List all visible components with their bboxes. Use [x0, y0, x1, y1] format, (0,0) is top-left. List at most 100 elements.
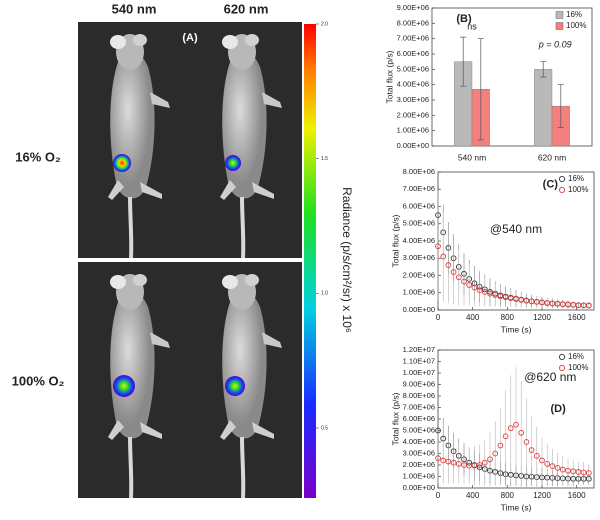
panel-label: (D): [550, 403, 566, 415]
y-tick-label: 1.00E+06: [397, 126, 429, 135]
y-tick-label: 9.00E+06: [403, 379, 435, 388]
legend-marker: [558, 353, 566, 361]
y-tick-label: 6.00E+06: [403, 414, 435, 423]
y-tick-label: 2.00E+06: [403, 460, 435, 469]
data-point: [461, 278, 467, 285]
legend-label: 100%: [568, 185, 588, 194]
data-point: [492, 292, 499, 298]
data-point: [544, 461, 551, 467]
colorbar-tick-label: 2.0: [321, 21, 328, 27]
legend-marker: [558, 175, 566, 183]
y-tick-label: 9.00E+06: [397, 3, 429, 12]
data-point: [445, 458, 452, 465]
data-point: [513, 296, 519, 302]
panel-label: (C): [543, 178, 559, 190]
y-tick-label: 1.00E+06: [403, 471, 435, 480]
y-tick-label: 0.00E+00: [397, 141, 429, 150]
signal-spot: [225, 376, 245, 396]
x-tick-label: 540 nm: [458, 152, 486, 162]
data-point: [450, 269, 457, 275]
y-tick-label: 8.00E+06: [397, 18, 429, 27]
y-tick-label: 1.00E+06: [403, 288, 435, 297]
column-header: 620 nm: [224, 1, 269, 16]
data-point: [455, 461, 462, 467]
y-tick-label: 5.00E+06: [403, 425, 435, 434]
y-tick-label: 0.00E+00: [403, 305, 435, 314]
y-tick-label: 1.10E+07: [403, 356, 435, 365]
legend-label: 100%: [566, 21, 586, 30]
data-point: [466, 282, 473, 288]
legend-label: 16%: [568, 352, 584, 361]
data-point: [440, 457, 447, 464]
x-tick-label: 1600: [568, 491, 586, 500]
x-axis-title: Time (s): [501, 502, 532, 512]
mouse-image: [190, 22, 302, 258]
x-tick-label: 0: [436, 313, 441, 322]
y-axis-title: Total flux (p/s): [384, 50, 394, 103]
bar: [534, 69, 553, 147]
data-point: [523, 297, 530, 304]
y-tick-label: 6.00E+06: [403, 201, 435, 210]
annotation: ns: [467, 22, 477, 32]
data-point: [502, 294, 509, 301]
mouse-image: [78, 22, 190, 258]
legend-label: 100%: [568, 363, 588, 372]
data-point: [565, 467, 571, 474]
x-tick-label: 800: [501, 491, 515, 500]
data-point: [518, 429, 525, 436]
colorbar-tick-label: 1.5: [321, 156, 328, 162]
panel-label: (A): [182, 32, 198, 44]
data-point: [518, 297, 525, 303]
y-tick-label: 1.20E+07: [403, 345, 435, 354]
mouse-image: [78, 262, 190, 498]
data-point: [549, 463, 556, 470]
y-tick-label: 3.00E+06: [403, 448, 435, 457]
data-point: [471, 462, 478, 469]
y-tick-label: 0.00E+00: [403, 483, 435, 492]
legend-swatch: [555, 22, 564, 30]
x-tick-label: 400: [466, 313, 480, 322]
annotation: @540 nm: [490, 222, 542, 236]
data-point: [585, 470, 592, 476]
data-point: [533, 452, 540, 459]
row-header: 100% O₂: [12, 373, 65, 388]
y-axis-title: Total flux (p/s): [390, 392, 400, 445]
plot-frame: [431, 7, 593, 147]
data-point: [523, 439, 530, 445]
error-bar: [477, 38, 484, 141]
data-point: [471, 284, 478, 291]
data-point: [450, 459, 457, 466]
data-point: [455, 274, 462, 281]
x-axis-title: Time (s): [501, 324, 532, 334]
x-tick-label: 1600: [568, 313, 586, 322]
data-point: [487, 456, 493, 463]
data-point: [435, 455, 441, 461]
annotation: p = 0.09: [538, 40, 572, 50]
data-point: [585, 302, 592, 309]
data-point: [492, 450, 499, 457]
data-point: [440, 253, 447, 260]
data-point: [461, 462, 467, 468]
legend-marker: [558, 364, 566, 372]
y-tick-label: 4.00E+06: [397, 80, 429, 89]
colorbar-tick-label: 0.5: [321, 425, 328, 431]
y-tick-label: 4.00E+06: [403, 236, 435, 245]
column-header: 540 nm: [112, 1, 157, 16]
y-tick-label: 7.00E+06: [403, 402, 435, 411]
legend-swatch: [555, 11, 564, 19]
y-tick-label: 2.00E+06: [403, 270, 435, 279]
data-point: [497, 293, 504, 300]
y-tick-label: 8.00E+06: [403, 167, 435, 176]
data-point: [481, 459, 488, 466]
y-tick-label: 1.00E+07: [403, 368, 435, 377]
data-point: [476, 462, 483, 468]
panel-label: (B): [456, 13, 472, 25]
colorbar-tick-label: 1.0: [321, 291, 328, 297]
y-tick-label: 3.00E+06: [403, 253, 435, 262]
data-point: [580, 469, 587, 476]
y-tick-label: 2.00E+06: [397, 110, 429, 119]
data-point: [507, 425, 514, 432]
y-axis-title: Total flux (p/s): [390, 214, 400, 267]
data-point: [435, 243, 441, 250]
